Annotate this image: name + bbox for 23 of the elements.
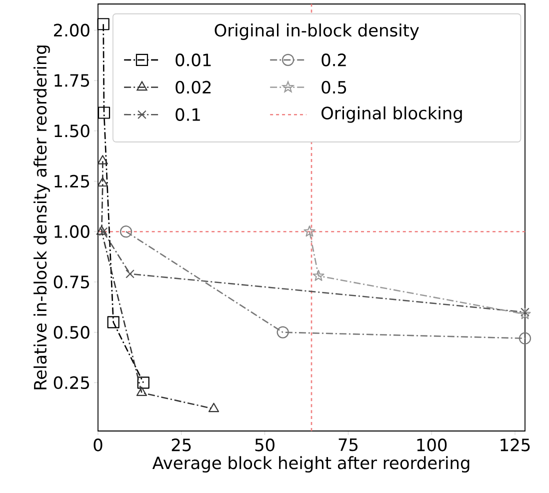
y-tick-label: 0.50 <box>54 326 90 339</box>
legend-label: Original blocking <box>322 106 462 123</box>
x-tick-label: 0 <box>94 438 102 452</box>
y-tick-label: 1.75 <box>54 74 89 87</box>
y-tick-label: 0.25 <box>54 376 89 390</box>
x-axis-title: Average block height after reordering <box>152 456 470 473</box>
legend-label: 0.02 <box>176 80 211 94</box>
x-tick-label: 75 <box>338 438 358 452</box>
y-tick-label: 0.75 <box>54 276 89 288</box>
legend-title: Original in-block density <box>214 24 419 40</box>
legend-label: 0.2 <box>322 54 346 66</box>
legend-label: 0.1 <box>176 108 200 121</box>
legend-label: 0.01 <box>176 54 211 66</box>
y-tick-label: 1.25 <box>54 174 89 188</box>
x-tick-label: 100 <box>417 438 447 452</box>
y-axis-title: Relative in-block density after reordering <box>34 46 50 390</box>
x-tick-label: 125 <box>500 438 530 452</box>
legend-label: 0.5 <box>322 80 346 94</box>
y-tick-label: 2.00 <box>54 24 90 37</box>
x-tick-label: 50 <box>255 438 274 452</box>
y-tick-label: 1.00 <box>54 225 90 238</box>
y-tick-label: 1.50 <box>54 124 90 138</box>
x-tick-label: 25 <box>172 438 191 452</box>
